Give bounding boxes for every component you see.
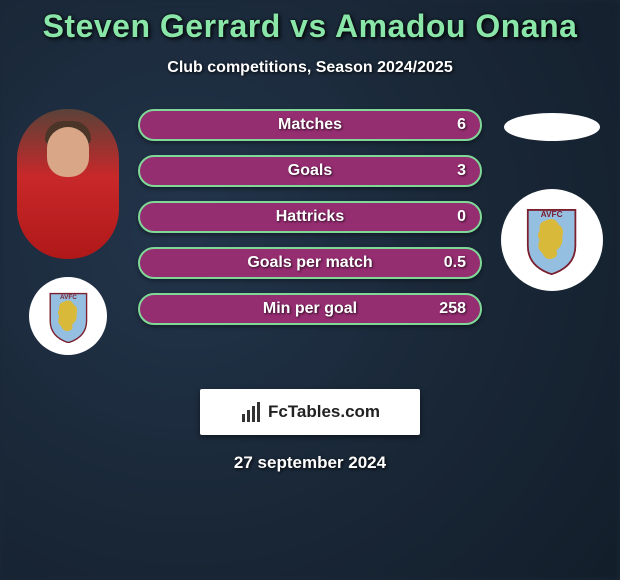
stat-bar-matches: Matches 6	[138, 109, 482, 141]
footer-brand-box: FcTables.com	[200, 389, 420, 435]
stat-value: 0	[457, 208, 466, 226]
stats-bars: Matches 6 Goals 3 Hattricks 0 Goals per …	[128, 109, 492, 325]
stat-bar-goals: Goals 3	[138, 155, 482, 187]
svg-text:AVFC: AVFC	[60, 294, 77, 301]
stat-value: 0.5	[444, 254, 466, 272]
player-right-placeholder	[504, 113, 600, 141]
stat-bar-goals-per-match: Goals per match 0.5	[138, 247, 482, 279]
svg-text:AVFC: AVFC	[541, 209, 563, 219]
stat-bar-hattricks: Hattricks 0	[138, 201, 482, 233]
player-left-photo	[17, 109, 119, 259]
left-column: AVFC	[8, 109, 128, 355]
shield-icon: AVFC	[45, 289, 92, 344]
stat-label: Min per goal	[263, 300, 357, 318]
club-badge-left: AVFC	[29, 277, 107, 355]
stat-label: Goals	[288, 162, 332, 180]
footer-brand-text: FcTables.com	[268, 402, 380, 422]
stat-label: Goals per match	[247, 254, 372, 272]
stat-label: Matches	[278, 116, 342, 134]
content-wrapper: Steven Gerrard vs Amadou Onana Club comp…	[0, 0, 620, 580]
stat-label: Hattricks	[276, 208, 344, 226]
stat-value: 258	[439, 300, 466, 318]
stat-value: 6	[457, 116, 466, 134]
bar-chart-icon	[240, 400, 264, 424]
main-row: AVFC Matches 6 Goals 3 Hattricks 0 Goals…	[0, 109, 620, 355]
page-subtitle: Club competitions, Season 2024/2025	[0, 59, 620, 77]
stat-bar-min-per-goal: Min per goal 258	[138, 293, 482, 325]
right-column: AVFC	[492, 109, 612, 291]
stat-value: 3	[457, 162, 466, 180]
shield-icon: AVFC	[521, 204, 582, 275]
footer-date: 27 september 2024	[0, 453, 620, 473]
club-badge-right: AVFC	[501, 189, 603, 291]
page-title: Steven Gerrard vs Amadou Onana	[0, 8, 620, 45]
